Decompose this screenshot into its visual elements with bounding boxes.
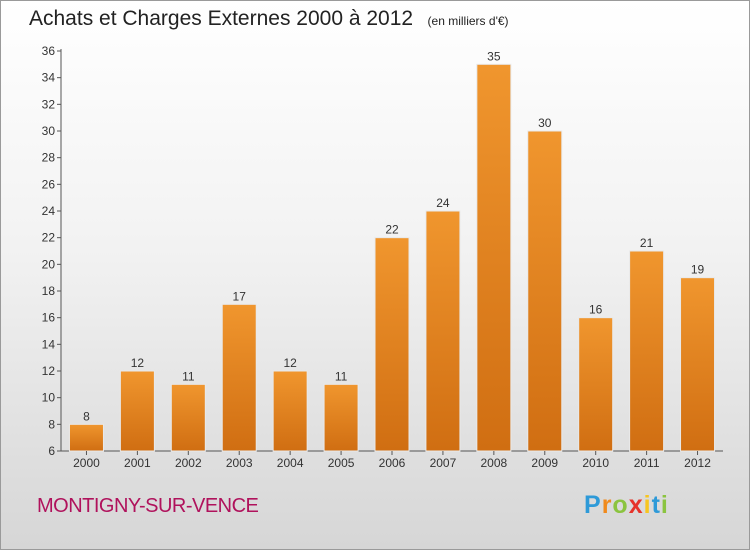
y-tick-label: 12 xyxy=(42,364,56,378)
x-tick-label: 2003 xyxy=(226,456,253,470)
bar xyxy=(119,370,155,452)
bar-value-label: 35 xyxy=(487,49,501,63)
bar-value-label: 30 xyxy=(538,116,552,130)
x-tick-label: 2001 xyxy=(124,456,151,470)
x-tick-label: 2006 xyxy=(379,456,406,470)
bar xyxy=(170,383,206,452)
bar xyxy=(323,383,359,452)
city-name: MONTIGNY-SUR-VENCE xyxy=(37,495,259,517)
y-tick-label: 20 xyxy=(42,257,56,271)
bar-value-label: 16 xyxy=(589,303,603,317)
logo-letter: r xyxy=(601,491,613,519)
bar-value-label: 12 xyxy=(131,356,145,370)
y-tick-label: 26 xyxy=(42,177,56,191)
title-row: Achats et Charges Externes 2000 à 2012 (… xyxy=(29,7,509,31)
bar-value-label: 22 xyxy=(385,223,399,237)
y-tick-label: 32 xyxy=(42,97,56,111)
bar-value-label: 11 xyxy=(335,369,348,383)
x-tick-label: 2007 xyxy=(430,456,457,470)
x-tick-label: 2004 xyxy=(277,456,304,470)
x-tick-label: 2011 xyxy=(634,456,660,470)
bar-value-label: 21 xyxy=(640,236,654,250)
x-tick-label: 2002 xyxy=(175,456,202,470)
bar-value-label: 8 xyxy=(83,409,90,423)
y-tick-label: 10 xyxy=(42,391,56,405)
y-tick-label: 16 xyxy=(42,311,56,325)
bar xyxy=(578,317,614,452)
bar xyxy=(221,303,257,452)
logo-letter: i xyxy=(660,491,669,519)
bar xyxy=(476,63,512,452)
bar-value-label: 17 xyxy=(233,289,247,303)
proxiti-logo: Proxiti xyxy=(584,491,669,520)
y-tick-label: 24 xyxy=(42,204,56,218)
x-tick-label: 2012 xyxy=(684,456,711,470)
chart-title: Achats et Charges Externes 2000 à 2012 xyxy=(29,7,414,30)
bar xyxy=(629,250,665,452)
y-tick-label: 30 xyxy=(42,124,56,138)
y-tick-label: 6 xyxy=(48,444,55,458)
y-tick-label: 14 xyxy=(42,337,56,351)
chart-subtitle: (en milliers d'€) xyxy=(427,14,509,28)
y-tick-label: 34 xyxy=(42,71,56,85)
bar xyxy=(425,210,461,452)
logo-letter: P xyxy=(584,491,602,519)
bar xyxy=(680,277,716,452)
bar-value-label: 12 xyxy=(283,356,297,370)
y-tick-label: 28 xyxy=(42,151,56,165)
x-tick-label: 2005 xyxy=(328,456,355,470)
y-tick-label: 18 xyxy=(42,284,56,298)
y-tick-label: 8 xyxy=(48,417,55,431)
logo-letter: i xyxy=(643,491,652,519)
bar-value-label: 11 xyxy=(182,369,195,383)
bar xyxy=(68,423,104,452)
x-tick-label: 2009 xyxy=(531,456,558,470)
bar xyxy=(272,370,308,452)
bar-value-label: 19 xyxy=(691,263,705,277)
x-tick-label: 2000 xyxy=(73,456,100,470)
x-tick-label: 2008 xyxy=(480,456,507,470)
bar xyxy=(374,237,410,452)
y-tick-label: 22 xyxy=(42,231,56,245)
y-tick-label: 36 xyxy=(42,44,56,58)
x-tick-label: 2010 xyxy=(582,456,609,470)
logo-letter: x xyxy=(628,491,644,519)
bar-value-label: 24 xyxy=(436,196,450,210)
logo-letter: t xyxy=(651,491,661,519)
bar xyxy=(527,130,563,452)
logo-letter: o xyxy=(612,491,629,519)
